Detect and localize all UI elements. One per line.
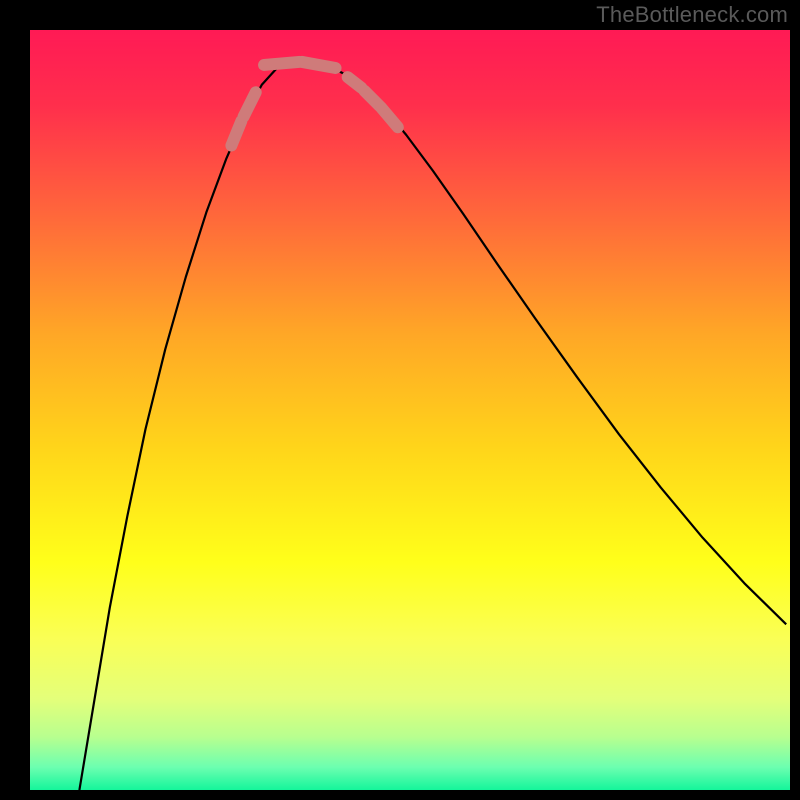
highlight-segment-2 <box>264 62 299 65</box>
gradient-background <box>30 30 790 790</box>
plot-area <box>30 30 790 790</box>
highlight-segment-3 <box>302 62 335 68</box>
highlight-segment-4 <box>348 77 362 88</box>
gradient-plot-svg <box>30 30 790 790</box>
watermark-text: TheBottleneck.com <box>596 2 788 28</box>
